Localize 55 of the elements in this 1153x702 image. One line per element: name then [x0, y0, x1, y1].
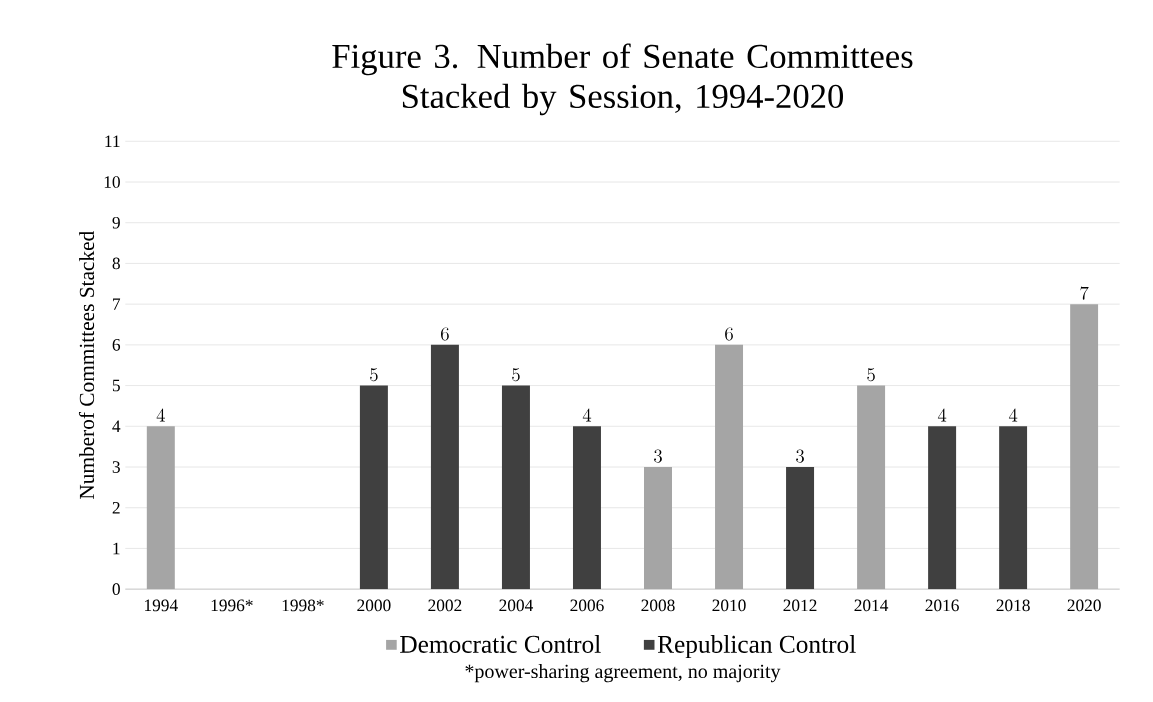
- text: *power-sharing agreement, no majority: [465, 663, 781, 682]
- data-label: 5: [512, 367, 520, 382]
- x-tick-label: 2014: [854, 599, 889, 612]
- bar: [644, 466, 672, 589]
- bar: [1070, 303, 1099, 589]
- x-tick-label: 2006: [570, 599, 604, 612]
- legend-label: Republican Control: [657, 634, 856, 658]
- legend-label: Democratic Control: [400, 634, 601, 653]
- y-tick-label: 0: [112, 583, 120, 595]
- bar: [501, 385, 530, 589]
- x-tick-label: 1996*: [211, 599, 253, 611]
- x-tick-label: 2000: [357, 599, 391, 612]
- data-label: 3: [654, 449, 662, 463]
- bar: [715, 344, 744, 589]
- data-label: 4: [156, 408, 165, 422]
- y-tick-label: 3: [112, 460, 120, 473]
- bar: [146, 426, 175, 589]
- x-tick-label: 2020: [1067, 599, 1101, 612]
- chart-title: Figure 3. Number of Senate Committees Stacked by Session, 1994-2020: [332, 43, 913, 116]
- y-axis-title: Numberof Committees Stacked: [78, 230, 95, 499]
- bar: [359, 385, 388, 589]
- x-tick-label: 2004: [499, 599, 534, 612]
- x-tick-label: 2008: [641, 599, 675, 612]
- bar: [857, 385, 886, 589]
- data-label: 3: [796, 449, 804, 463]
- y-tick-label: 4: [112, 420, 121, 432]
- data-label: 6: [441, 327, 449, 341]
- bar: [928, 426, 957, 589]
- x-tick-label: 2002: [428, 599, 462, 612]
- x-tick-label: 2018: [996, 599, 1030, 612]
- data-label: 4: [582, 408, 592, 422]
- bar: [572, 426, 601, 589]
- data-label: 4: [1008, 408, 1018, 422]
- y-tick-label: 11: [105, 135, 120, 147]
- y-tick-label: 5: [112, 379, 120, 392]
- y-tick-label: 8: [112, 257, 120, 270]
- bar: [786, 466, 815, 589]
- bar: [430, 344, 459, 589]
- y-tick-label: 2: [112, 501, 120, 514]
- data-label: 6: [725, 327, 733, 341]
- y-tick-label: 9: [112, 216, 120, 229]
- y-tick-label: 10: [104, 175, 120, 188]
- x-tick-label: 1994: [145, 599, 178, 611]
- data-label: 5: [867, 367, 875, 382]
- data-label: 5: [370, 367, 378, 382]
- bar: [999, 426, 1028, 589]
- y-tick-label: 7: [113, 298, 121, 310]
- y-tick-label: 6: [112, 338, 121, 351]
- x-tick-label: 2010: [712, 599, 746, 612]
- y-tick-label: 1: [113, 542, 120, 554]
- x-tick-label: 2016: [925, 599, 959, 612]
- x-tick-label: 2012: [783, 599, 817, 612]
- data-label: 4: [937, 408, 947, 422]
- data-label: 7: [1080, 286, 1089, 300]
- x-tick-label: 1998*: [282, 599, 324, 612]
